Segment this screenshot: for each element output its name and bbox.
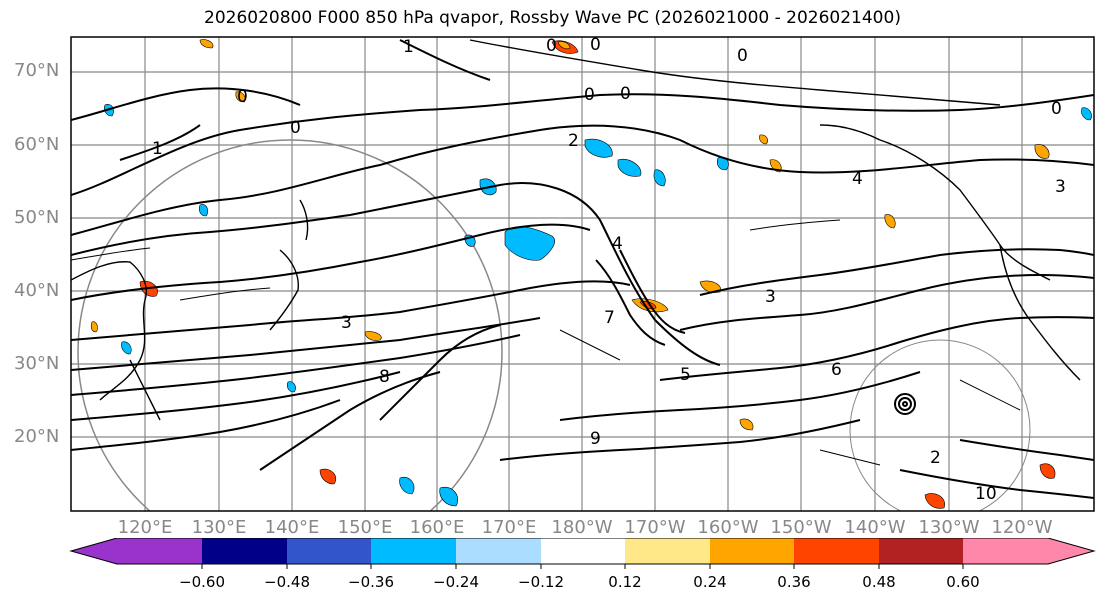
colorbar-tick: −0.24: [433, 573, 479, 591]
contour-label: 8: [379, 367, 390, 387]
contour-label: 0: [584, 85, 595, 105]
contour-label: 4: [612, 234, 623, 254]
contour-label: 1: [403, 37, 414, 57]
contour-label: 7: [604, 308, 615, 328]
colorbar: [69, 538, 1096, 569]
colorbar-tick: 0.60: [946, 573, 980, 591]
colorbar-tick: 0.24: [693, 573, 727, 591]
contour-label: 0: [737, 46, 748, 66]
contour-label: 0: [620, 84, 631, 104]
lon-label: 130°E: [191, 517, 247, 538]
contour-label: 3: [765, 287, 776, 307]
colorbar-tick: −0.60: [179, 573, 225, 591]
plot-frame: [70, 36, 1095, 512]
lon-label: 180°W: [551, 517, 613, 538]
colorbar-seg-5: [541, 538, 625, 564]
lon-label: 140°E: [264, 517, 320, 538]
map-title: 2026020800 F000 850 hPa qvapor, Rossby W…: [204, 8, 901, 28]
contour-labels: 0 0 0 0 0 0 0 0 1 1 2 2 3 3 3 4 4 5 6 7 …: [152, 35, 1066, 504]
map-plot: 0 0 0 0 0 0 0 0 1 1 2 2 3 3 3 4 4 5 6 7 …: [70, 35, 1095, 512]
contour-label: 0: [1051, 99, 1062, 119]
lon-label: 120°E: [117, 517, 173, 538]
lon-label: 120°W: [991, 517, 1053, 538]
colorbar-seg-2: [287, 538, 371, 564]
contour-label: 1: [152, 139, 163, 159]
pc-patches: [90, 39, 1092, 509]
contour-label: 2: [930, 448, 941, 468]
thin-contours: [71, 219, 1021, 466]
colorbar-tick: 0.36: [777, 573, 811, 591]
lon-label: 160°W: [697, 517, 759, 538]
contour-label: 0: [590, 35, 601, 55]
contour-label: 9: [590, 429, 601, 449]
contour-label: 4: [852, 169, 863, 189]
colorbar-tick: 0.48: [862, 573, 896, 591]
contour-label: 0: [290, 118, 301, 138]
contour-label: 3: [341, 313, 352, 333]
colorbar-seg-1: [202, 538, 287, 564]
contour-label: 5: [680, 365, 691, 385]
lat-label: 20°N: [14, 426, 60, 447]
lon-label: 150°W: [770, 517, 832, 538]
colorbar-seg-0: [71, 538, 202, 564]
colorbar-seg-4: [456, 538, 541, 564]
colorbar-seg-3: [371, 538, 456, 564]
colorbar-seg-6: [625, 538, 710, 564]
colorbar-seg-10: [963, 538, 1094, 564]
lat-label: 40°N: [14, 280, 60, 301]
colorbar-seg-9: [879, 538, 963, 564]
colorbar-seg-7: [710, 538, 794, 564]
colorbar-tick: −0.12: [518, 573, 564, 591]
lon-label: 170°E: [481, 517, 537, 538]
lon-label: 150°E: [337, 517, 393, 538]
lon-label: 140°W: [844, 517, 906, 538]
colorbar-outline: [69, 538, 1096, 565]
lon-label: 160°E: [409, 517, 465, 538]
colorbar-tick: 0.12: [608, 573, 642, 591]
coastlines: [71, 39, 1081, 421]
lat-label: 50°N: [14, 207, 60, 228]
contour-label: 0: [237, 87, 248, 107]
contour-label: 0: [546, 36, 557, 56]
contour-label: 3: [1055, 177, 1066, 197]
colorbar-seg-8: [794, 538, 879, 564]
colorbar-tick: −0.48: [264, 573, 310, 591]
contour-label: 6: [831, 360, 842, 380]
contour-label: 2: [568, 131, 579, 151]
contour-label: 10: [975, 484, 997, 504]
lat-label: 70°N: [14, 60, 60, 81]
lat-label: 60°N: [14, 134, 60, 155]
lon-label: 130°W: [918, 517, 980, 538]
lon-label: 170°W: [624, 517, 686, 538]
contours: [71, 39, 1094, 499]
lat-label: 30°N: [14, 353, 60, 374]
colorbar-tick: −0.36: [348, 573, 394, 591]
